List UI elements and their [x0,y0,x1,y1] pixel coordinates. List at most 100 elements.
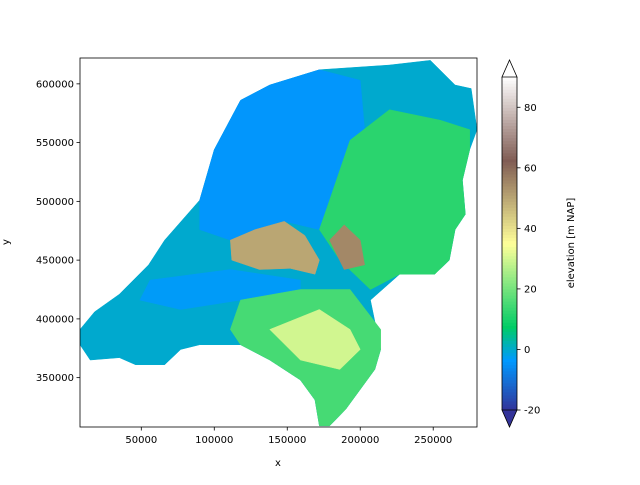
elevation-region [329,224,365,270]
colorbar-tick-label: 80 [524,103,537,114]
colorbar-step [502,98,517,102]
colorbar-step [502,89,517,93]
colorbar-step [502,222,517,226]
colorbar-step [502,122,517,127]
y-tick-label: 350000 [36,373,74,384]
colorbar-step [502,116,517,120]
colorbar-step [502,219,517,223]
colorbar-step [502,104,517,108]
y-tick-label: 600000 [36,79,74,90]
colorbar-step [502,131,517,136]
colorbar-step [502,331,517,335]
colorbar-step [502,95,517,99]
colorbar-step [502,252,517,257]
colorbar-step [502,382,517,387]
colorbar-step [502,397,517,402]
colorbar-step [502,361,517,366]
colorbar-step [502,349,517,354]
colorbar-step [502,310,517,314]
colorbar-step [502,297,517,302]
colorbar-step [502,110,517,114]
colorbar-step [502,273,517,278]
colorbar-step [502,167,517,172]
colorbar-step [502,400,517,405]
colorbar-step [502,92,517,96]
axes-frame [79,57,478,428]
colorbar-step [502,255,517,260]
colorbar [501,59,518,428]
colorbar-step [502,391,517,396]
colorbar-step [502,258,517,263]
colorbar-step [502,107,517,111]
y-tick-label: 450000 [36,256,74,267]
colorbar-step [502,355,517,360]
colorbar-extend-bottom [501,409,518,428]
colorbar-step [502,270,517,275]
colorbar-step [502,119,517,124]
colorbar-step [502,204,517,208]
y-tick-label: 500000 [36,197,74,208]
colorbar-step [502,394,517,399]
colorbar-step [502,152,517,157]
colorbar-step [502,113,517,117]
colorbar-step [502,282,517,287]
colorbar-step [502,325,517,329]
colorbar-step [502,146,517,151]
elevation-region [230,221,320,275]
colorbar-step [502,316,517,320]
colorbar-step [502,149,517,154]
colorbar-tick-label: 60 [524,163,537,174]
colorbar-step [502,134,517,139]
colorbar-step [502,189,517,193]
colorbar-step [502,228,517,232]
colorbar-step [502,343,517,348]
colorbar-step [502,77,517,81]
colorbar-step [502,385,517,390]
colorbar-step [502,406,517,411]
colorbar-step [502,285,517,290]
colorbar-tick-label: 20 [524,284,537,295]
colorbar-step [502,143,517,148]
colorbar-step [502,225,517,229]
colorbar-extend-top [501,59,518,78]
colorbar-step [502,367,517,372]
colorbar-step [502,80,517,84]
colorbar-step [502,279,517,284]
map [80,60,477,427]
colorbar-step [502,370,517,375]
colorbar-step [502,294,517,299]
colorbar-step [502,337,517,341]
colorbar-step [502,101,517,105]
colorbar-step [502,249,517,254]
colorbar-step [502,322,517,326]
colorbar-step [502,176,517,181]
colorbar-step [502,155,517,160]
colorbar-step [502,376,517,381]
colorbar-label: elevation [m NAP] [566,198,577,289]
colorbar-step [502,128,517,133]
colorbar-step [502,288,517,293]
colorbar-step [502,304,517,308]
colorbar-step [502,319,517,323]
colorbar-step [502,207,517,211]
colorbar-step [502,328,517,332]
elevation-region [269,309,361,370]
colorbar-tick-label: 40 [524,224,537,235]
colorbar-step [502,313,517,317]
x-tick-label: 50000 [125,435,157,446]
colorbar-step [502,137,517,142]
colorbar-step [502,352,517,357]
colorbar-step [502,267,517,272]
colorbar-step [502,276,517,281]
x-tick-label: 150000 [268,435,306,446]
y-tick-label: 400000 [36,314,74,325]
colorbar-step [502,291,517,296]
colorbar-step [502,173,517,178]
colorbar-step [502,234,517,239]
colorbar-step [502,340,517,344]
colorbar-step [502,246,517,251]
colorbar-tick-label: -20 [524,406,540,417]
colorbar-step [502,210,517,214]
colorbar-step [502,403,517,408]
